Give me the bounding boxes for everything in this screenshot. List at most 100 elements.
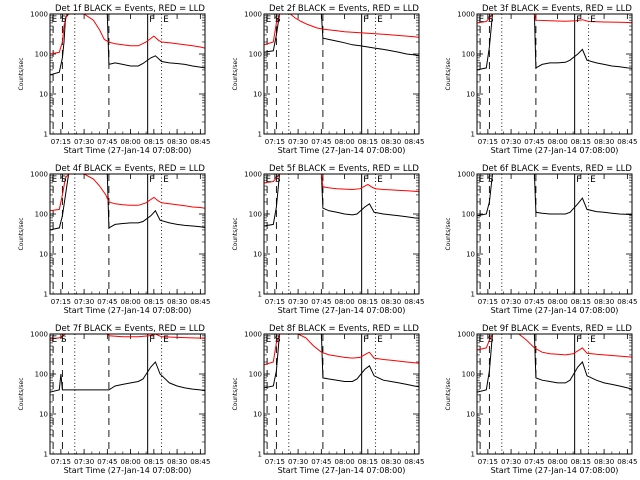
marker-label: E <box>266 175 272 185</box>
events-series <box>477 174 632 217</box>
y-tick-label: 1000 <box>244 331 262 339</box>
marker-label: E <box>479 335 485 345</box>
events-series <box>50 14 205 76</box>
y-tick-label: 1000 <box>244 171 262 179</box>
plot-frame <box>263 333 420 455</box>
y-axis-label: Counts/sec <box>445 217 452 250</box>
y-tick-label: 100 <box>35 51 48 59</box>
x-tick-label: 08:45 <box>190 298 210 306</box>
detector-panel-4: Det 4f BLACK = Events, RED = LLD Counts/s… <box>18 164 210 315</box>
marker-label: E <box>52 175 58 185</box>
marker-label: F <box>149 335 154 345</box>
x-axis-label: Start Time (27-Jan-14 07:08:00) <box>491 146 619 155</box>
marker-label: E <box>590 175 596 185</box>
lld-series <box>264 174 419 193</box>
y-tick-label: 10 <box>39 91 48 99</box>
x-tick-label: 07:15 <box>51 458 71 466</box>
x-tick-label: 08:15 <box>571 298 591 306</box>
y-tick-label: 1000 <box>457 171 475 179</box>
panel-title: Det 1f BLACK = Events, RED = LLD <box>55 4 205 14</box>
plot-frame <box>263 173 420 295</box>
marker-label: F <box>149 15 154 25</box>
x-tick-label: 08:00 <box>335 138 355 146</box>
x-tick-label: 07:45 <box>311 298 331 306</box>
x-tick-label: 08:45 <box>190 458 210 466</box>
y-tick-label: 10 <box>39 251 48 259</box>
events-series <box>264 14 419 57</box>
marker-label: E <box>52 335 58 345</box>
x-tick-label: 08:00 <box>548 458 568 466</box>
x-axis-label: Start Time (27-Jan-14 07:08:00) <box>278 146 406 155</box>
detector-panel-1: Det 1f BLACK = Events, RED = LLD Counts/s… <box>18 4 210 155</box>
x-axis-label: Start Time (27-Jan-14 07:08:00) <box>64 146 192 155</box>
x-tick-label: 08:15 <box>571 458 591 466</box>
marker-label: F <box>363 15 368 25</box>
y-axis-label: Counts/sec <box>445 377 452 410</box>
x-tick-label: 08:00 <box>121 458 141 466</box>
y-tick-label: 100 <box>35 211 48 219</box>
y-tick-label: 1 <box>258 451 262 459</box>
y-tick-label: 100 <box>249 51 262 59</box>
x-tick-label: 08:30 <box>167 298 187 306</box>
plot-frame <box>49 173 206 295</box>
marker-label: E <box>266 335 272 345</box>
x-tick-label: 08:45 <box>617 458 637 466</box>
plot-frame <box>476 333 633 455</box>
x-tick-label: 07:45 <box>311 138 331 146</box>
y-axis-label: Counts/sec <box>232 57 239 90</box>
y-axis-label: Counts/sec <box>18 57 25 90</box>
y-tick-label: 10 <box>466 411 475 419</box>
x-tick-label: 07:45 <box>97 298 117 306</box>
events-series <box>50 361 205 393</box>
detector-panel-7: Det 7f BLACK = Events, RED = LLD Counts/s… <box>18 324 210 475</box>
marker-label: F <box>149 175 154 185</box>
x-tick-label: 07:45 <box>524 138 544 146</box>
x-tick-label: 07:15 <box>478 298 498 306</box>
plot-frame <box>263 13 420 135</box>
y-tick-label: 100 <box>462 51 475 59</box>
x-tick-label: 08:30 <box>594 138 614 146</box>
marker-label: E <box>377 175 383 185</box>
y-tick-label: 1 <box>44 131 48 139</box>
y-tick-label: 10 <box>466 91 475 99</box>
x-tick-label: 08:15 <box>144 138 164 146</box>
x-tick-label: 08:15 <box>358 298 378 306</box>
y-axis-label: Counts/sec <box>232 377 239 410</box>
y-tick-label: 1 <box>471 291 475 299</box>
y-tick-label: 1000 <box>30 171 48 179</box>
x-tick-label: 07:15 <box>478 458 498 466</box>
x-tick-label: 08:30 <box>167 138 187 146</box>
x-tick-label: 08:00 <box>548 138 568 146</box>
marker-label: E <box>163 175 169 185</box>
x-axis-label: Start Time (27-Jan-14 07:08:00) <box>278 306 406 315</box>
y-tick-label: 1000 <box>457 11 475 19</box>
x-tick-label: 07:30 <box>74 298 94 306</box>
marker-label: F <box>576 175 581 185</box>
panel-title: Det 9f BLACK = Events, RED = LLD <box>482 324 632 334</box>
y-axis-label: Counts/sec <box>232 217 239 250</box>
marker-label: S <box>61 335 67 345</box>
lld-series <box>264 14 419 46</box>
panel-title: Det 4f BLACK = Events, RED = LLD <box>55 164 205 174</box>
x-tick-label: 08:30 <box>594 458 614 466</box>
y-axis-label: Counts/sec <box>18 217 25 250</box>
x-tick-label: 07:30 <box>288 298 308 306</box>
x-tick-label: 07:30 <box>501 138 521 146</box>
y-tick-label: 10 <box>253 411 262 419</box>
x-axis-label: Start Time (27-Jan-14 07:08:00) <box>64 306 192 315</box>
marker-label: S <box>275 175 281 185</box>
x-tick-label: 07:30 <box>74 458 94 466</box>
x-tick-label: 08:15 <box>358 138 378 146</box>
plot-frame <box>49 13 206 135</box>
x-tick-label: 07:45 <box>311 458 331 466</box>
x-tick-label: 08:00 <box>335 298 355 306</box>
y-tick-label: 10 <box>39 411 48 419</box>
x-tick-label: 07:15 <box>478 138 498 146</box>
x-axis-label: Start Time (27-Jan-14 07:08:00) <box>64 466 192 475</box>
x-tick-label: 08:15 <box>144 298 164 306</box>
y-tick-label: 1 <box>471 451 475 459</box>
x-tick-label: 08:15 <box>571 138 591 146</box>
x-axis-label: Start Time (27-Jan-14 07:08:00) <box>278 466 406 475</box>
y-tick-label: 100 <box>35 371 48 379</box>
events-series <box>264 334 419 389</box>
